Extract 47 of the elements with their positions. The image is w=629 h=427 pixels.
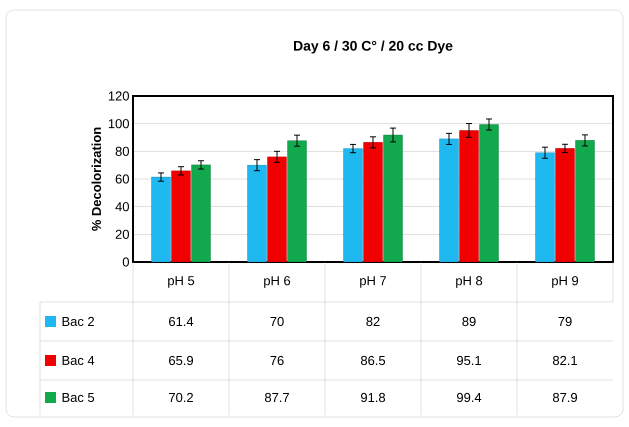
x-tick-label: pH 9 — [552, 276, 578, 288]
x-tick-label: pH 8 — [456, 276, 482, 288]
data-label: 87.7 — [264, 392, 289, 402]
bar — [247, 164, 267, 262]
data-label: 65.9 — [169, 356, 193, 366]
bar — [171, 170, 191, 262]
bar — [343, 148, 363, 262]
bar — [191, 164, 211, 262]
y-tick-label: 120 — [108, 91, 129, 101]
y-tick-label: 20 — [116, 230, 129, 239]
y-tick-label: 80 — [116, 146, 129, 156]
bar — [267, 156, 287, 262]
y-tick-label: 100 — [108, 119, 129, 128]
bar — [535, 152, 555, 262]
bar — [439, 138, 459, 262]
data-label: 70 — [270, 316, 284, 326]
data-label: 70.2 — [169, 392, 193, 402]
y-tick-label: 60 — [116, 174, 129, 184]
x-tick-label: pH 7 — [360, 276, 386, 288]
bar — [363, 142, 383, 262]
data-label: 87.9 — [552, 392, 577, 402]
bar — [459, 130, 479, 262]
bar — [383, 134, 403, 262]
y-tick-label: 40 — [115, 202, 129, 212]
data-label: 61.4 — [169, 316, 194, 326]
data-label: 82 — [366, 316, 380, 326]
x-tick-label: pH 5 — [168, 276, 194, 288]
data-label: 86.5 — [360, 356, 386, 366]
data-label: 76 — [270, 356, 284, 366]
legend-label: Bac 5 — [62, 392, 94, 402]
y-axis-title: % Decolorization — [92, 128, 102, 231]
data-label: 79 — [558, 316, 572, 326]
legend-label: Bac 2 — [62, 316, 94, 326]
data-label: 82.1 — [552, 356, 577, 366]
bar — [151, 176, 171, 262]
legend-label: Bac 4 — [62, 356, 94, 366]
data-label: 91.8 — [361, 392, 386, 402]
bar — [575, 140, 595, 262]
data-label: 89 — [462, 316, 476, 326]
data-label: 95.1 — [457, 356, 481, 366]
bar — [479, 124, 499, 262]
chart-title: Day 6 / 30 C° / 20 cc Dye — [294, 40, 452, 54]
x-tick-label: pH 6 — [264, 276, 290, 288]
data-label: 99.4 — [457, 392, 482, 402]
bar — [555, 148, 575, 262]
y-tick-label: 0 — [122, 257, 129, 267]
bar — [287, 140, 307, 262]
